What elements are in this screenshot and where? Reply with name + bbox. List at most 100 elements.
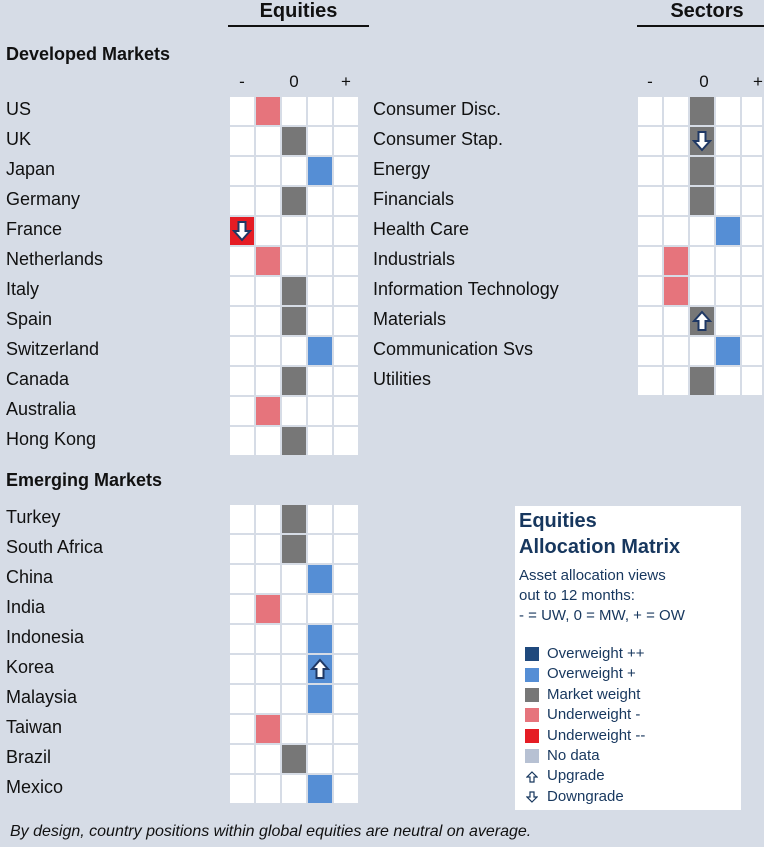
legend-item: Underweight --: [525, 726, 741, 746]
developed-empty-cell: [334, 97, 358, 125]
emerging-label: Indonesia: [6, 627, 85, 647]
emerging-empty-cell: [334, 685, 358, 713]
developed-empty-cell: [256, 127, 280, 155]
legend-item-label: Underweight --: [547, 726, 646, 744]
developed-empty-cell: [308, 217, 332, 245]
legend-items: Overweight ++ Overweight + Market weight Un…: [519, 644, 741, 766]
legend-item: Overweight +: [525, 664, 741, 684]
sector-label: Utilities: [373, 369, 432, 389]
emerging-position-cell: [308, 625, 332, 653]
developed-empty-cell: [256, 187, 280, 215]
sector-empty-cell: [690, 337, 714, 365]
developed-empty-cell: [282, 337, 306, 365]
developed-empty-cell: [256, 217, 280, 245]
developed-position-cell: [256, 247, 280, 275]
developed-empty-cell: [230, 187, 254, 215]
emerging-empty-cell: [230, 565, 254, 593]
legend-item-label: Overweight ++: [547, 645, 645, 662]
legend-title-line2: Allocation Matrix: [519, 536, 681, 558]
legend-item: Underweight -: [525, 705, 741, 725]
sector-empty-cell: [716, 367, 740, 395]
emerging-position-cell: [308, 685, 332, 713]
sector-empty-cell: [742, 247, 762, 275]
sector-empty-cell: [664, 97, 688, 125]
developed-empty-cell: [256, 367, 280, 395]
sectors-header: Sectors: [637, 0, 764, 27]
legend-item-label: No data: [547, 747, 600, 765]
legend-swatch: [525, 688, 539, 703]
developed-empty-cell: [256, 307, 280, 335]
sector-empty-cell: [742, 97, 762, 125]
emerging-empty-cell: [334, 565, 358, 593]
sector-empty-cell: [742, 187, 762, 215]
sector-empty-cell: [638, 97, 662, 125]
legend-item: No data: [525, 746, 741, 766]
equities-axis-zero: 0: [289, 72, 299, 91]
emerging-empty-cell: [256, 745, 280, 773]
sector-position-cell: [690, 187, 714, 215]
legend-swatch: [525, 749, 539, 764]
legend-swatch: [525, 667, 539, 682]
emerging-empty-cell: [256, 625, 280, 653]
developed-label: Italy: [6, 279, 40, 299]
sector-position-cell: [690, 127, 714, 155]
developed-empty-cell: [256, 277, 280, 305]
developed-empty-cell: [308, 427, 332, 455]
emerging-empty-cell: [308, 595, 332, 623]
developed-empty-cell: [230, 277, 254, 305]
sector-empty-cell: [716, 97, 740, 125]
emerging-label: Korea: [6, 657, 55, 677]
emerging-empty-cell: [334, 535, 358, 563]
emerging-markets-title: Emerging Markets: [6, 470, 163, 490]
emerging-empty-cell: [256, 775, 280, 803]
legend-swatch: [525, 647, 539, 662]
emerging-label: Taiwan: [6, 717, 63, 737]
emerging-empty-cell: [282, 625, 306, 653]
sector-empty-cell: [742, 307, 762, 335]
developed-empty-cell: [308, 397, 332, 425]
developed-position-cell: [256, 97, 280, 125]
developed-empty-cell: [230, 367, 254, 395]
emerging-empty-cell: [282, 685, 306, 713]
emerging-empty-cell: [334, 775, 358, 803]
emerging-position-cell: [282, 535, 306, 563]
developed-label: US: [6, 99, 32, 119]
sector-position-cell: [690, 367, 714, 395]
emerging-empty-cell: [256, 535, 280, 563]
sector-label: Information Technology: [373, 279, 559, 299]
developed-empty-cell: [230, 127, 254, 155]
sector-empty-cell: [664, 127, 688, 155]
developed-label: UK: [6, 129, 32, 149]
emerging-empty-cell: [256, 655, 280, 683]
emerging-empty-cell: [334, 745, 358, 773]
upgrade-icon: [692, 310, 712, 331]
emerging-empty-cell: [230, 775, 254, 803]
sector-label: Materials: [373, 309, 447, 329]
developed-grid: [230, 97, 358, 455]
developed-empty-cell: [256, 157, 280, 185]
emerging-empty-cell: [256, 505, 280, 533]
emerging-position-cell: [308, 775, 332, 803]
sector-empty-cell: [742, 367, 762, 395]
emerging-empty-cell: [308, 715, 332, 743]
developed-empty-cell: [230, 427, 254, 455]
developed-empty-cell: [334, 277, 358, 305]
emerging-empty-cell: [256, 685, 280, 713]
emerging-empty-cell: [230, 685, 254, 713]
sector-position-cell: [664, 247, 688, 275]
developed-empty-cell: [282, 217, 306, 245]
developed-empty-cell: [230, 97, 254, 125]
developed-label: Hong Kong: [6, 429, 97, 449]
legend-item: Overweight ++: [525, 644, 741, 664]
developed-empty-cell: [334, 127, 358, 155]
developed-empty-cell: [334, 307, 358, 335]
sector-empty-cell: [638, 157, 662, 185]
sector-label: Industrials: [373, 249, 456, 269]
sector-position-cell: [690, 97, 714, 125]
developed-empty-cell: [230, 157, 254, 185]
sector-position-cell: [664, 277, 688, 305]
emerging-empty-cell: [308, 745, 332, 773]
legend-item-label: Market weight: [547, 685, 641, 703]
developed-label: Australia: [6, 399, 77, 419]
sector-empty-cell: [638, 247, 662, 275]
